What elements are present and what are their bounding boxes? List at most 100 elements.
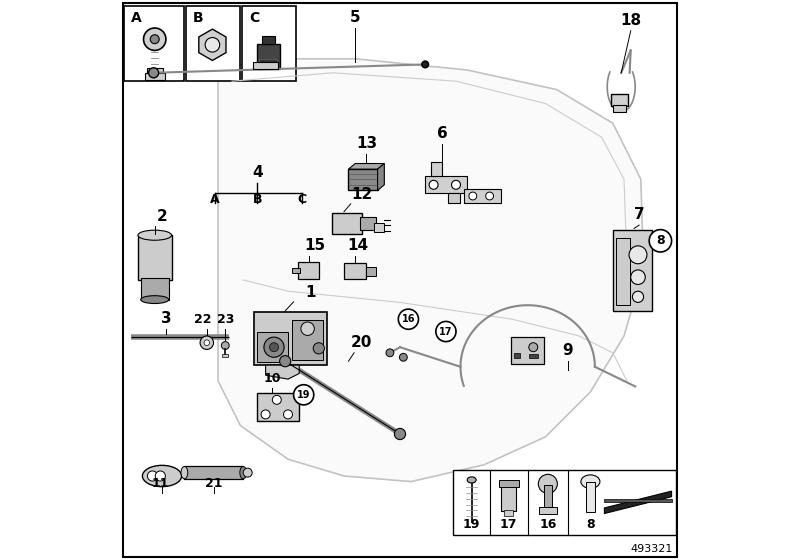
Bar	[539, 507, 557, 514]
Circle shape	[386, 349, 394, 357]
Polygon shape	[199, 29, 226, 60]
Text: 16: 16	[402, 314, 415, 324]
Ellipse shape	[181, 466, 188, 479]
Circle shape	[469, 192, 477, 200]
Bar	[374, 223, 384, 232]
Circle shape	[243, 468, 252, 477]
Circle shape	[149, 68, 158, 78]
Bar	[360, 217, 377, 230]
Text: 21: 21	[206, 477, 223, 490]
Text: B: B	[193, 11, 203, 25]
Bar	[254, 62, 278, 69]
Bar	[147, 68, 162, 74]
Bar	[511, 337, 545, 364]
Circle shape	[538, 474, 558, 493]
Bar	[258, 393, 299, 421]
Bar	[293, 268, 300, 273]
Bar	[254, 312, 327, 365]
Text: 5: 5	[350, 10, 361, 25]
Text: B: B	[253, 193, 262, 206]
Circle shape	[422, 61, 429, 68]
Circle shape	[147, 471, 158, 481]
Circle shape	[279, 356, 291, 367]
Text: 17: 17	[439, 326, 453, 337]
Text: 10: 10	[263, 372, 281, 385]
Circle shape	[222, 342, 230, 349]
Circle shape	[270, 343, 278, 352]
Ellipse shape	[142, 465, 182, 487]
Text: 19: 19	[297, 390, 310, 400]
Polygon shape	[266, 365, 299, 379]
Polygon shape	[218, 59, 643, 482]
Bar	[145, 73, 165, 80]
Text: 493321: 493321	[631, 544, 674, 554]
Text: 8: 8	[656, 234, 665, 248]
Text: 2: 2	[157, 209, 167, 224]
Bar	[610, 94, 629, 106]
Text: 23: 23	[217, 313, 234, 326]
Bar	[349, 169, 378, 190]
Text: 16: 16	[539, 518, 557, 531]
Text: A: A	[210, 193, 220, 206]
Circle shape	[150, 35, 159, 44]
Bar	[186, 6, 241, 81]
Bar	[125, 6, 185, 81]
Circle shape	[200, 336, 214, 349]
Polygon shape	[349, 164, 384, 169]
Circle shape	[313, 343, 325, 354]
Circle shape	[451, 180, 461, 189]
Bar	[138, 235, 171, 280]
Circle shape	[261, 410, 270, 419]
Bar	[453, 470, 676, 535]
Text: 22: 22	[194, 313, 212, 326]
Circle shape	[486, 192, 494, 200]
Ellipse shape	[581, 475, 600, 488]
Circle shape	[264, 337, 284, 357]
Bar	[529, 354, 538, 358]
Ellipse shape	[240, 466, 246, 479]
Text: 14: 14	[347, 238, 369, 253]
Text: 1: 1	[305, 284, 316, 300]
Bar	[448, 193, 460, 203]
Circle shape	[283, 410, 293, 419]
Bar	[498, 480, 518, 487]
Circle shape	[429, 180, 438, 189]
Bar	[332, 213, 362, 234]
Circle shape	[632, 291, 643, 302]
Text: 17: 17	[500, 518, 518, 531]
Text: 4: 4	[252, 165, 262, 180]
Bar	[242, 6, 296, 81]
Text: 7: 7	[634, 207, 645, 222]
Text: 3: 3	[161, 311, 171, 326]
Bar	[613, 230, 652, 311]
Bar	[613, 105, 626, 112]
Text: A: A	[131, 11, 142, 25]
Bar	[262, 36, 275, 44]
Text: C: C	[298, 193, 306, 206]
Bar	[258, 332, 288, 362]
Bar	[514, 353, 520, 358]
Bar	[141, 278, 169, 300]
Circle shape	[143, 28, 166, 50]
Circle shape	[529, 343, 538, 352]
Bar	[259, 59, 278, 67]
Text: 18: 18	[620, 13, 642, 28]
Circle shape	[399, 353, 407, 361]
Bar	[615, 238, 630, 305]
Bar	[586, 482, 595, 512]
Text: 15: 15	[304, 238, 326, 253]
Circle shape	[272, 395, 282, 404]
Text: 8: 8	[586, 518, 594, 531]
Bar	[185, 466, 243, 479]
Text: 19: 19	[463, 518, 480, 531]
Circle shape	[649, 230, 671, 252]
Text: 9: 9	[562, 343, 574, 358]
Text: 12: 12	[351, 186, 373, 202]
Circle shape	[436, 321, 456, 342]
Bar	[464, 189, 501, 203]
Bar	[604, 499, 671, 502]
Ellipse shape	[138, 230, 171, 240]
Text: C: C	[249, 11, 259, 25]
Ellipse shape	[141, 296, 169, 304]
Circle shape	[205, 38, 220, 52]
